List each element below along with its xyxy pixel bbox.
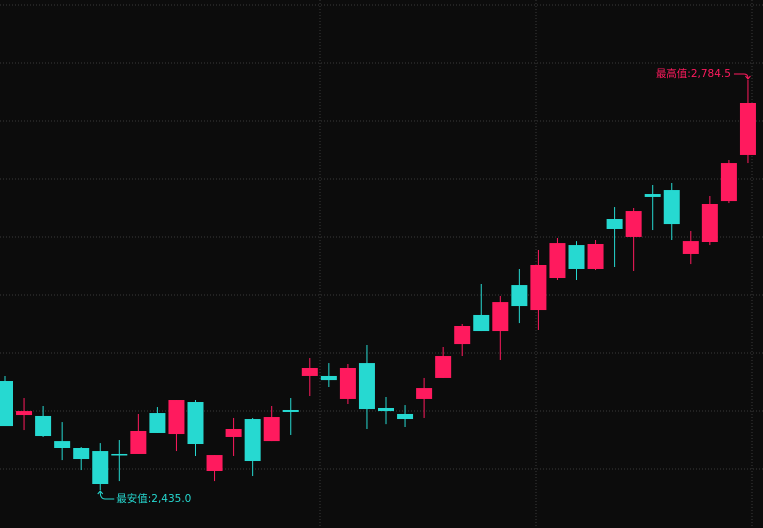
max-arrow xyxy=(733,73,749,79)
candle-body xyxy=(54,441,71,448)
candle-body xyxy=(0,381,13,427)
candle-body xyxy=(225,428,242,437)
candle-body xyxy=(625,211,642,237)
candle-body xyxy=(530,264,547,311)
candle-body xyxy=(339,367,356,399)
candle-body xyxy=(168,400,185,435)
candle-body xyxy=(206,455,223,471)
candle-body xyxy=(701,203,718,243)
candle-body xyxy=(282,409,299,412)
candle-body xyxy=(187,402,204,445)
max-label: 最高值:2,784.5 xyxy=(656,67,731,80)
candle-body xyxy=(435,356,452,378)
max-arrow-head xyxy=(745,75,751,80)
candle-body xyxy=(92,451,109,485)
candle-body xyxy=(35,415,52,437)
candle-body xyxy=(663,190,680,225)
candle-body xyxy=(320,375,337,381)
candle-body xyxy=(568,245,585,269)
candle-body xyxy=(606,219,623,229)
candle-body xyxy=(492,302,509,332)
candle-body xyxy=(473,314,490,332)
candle-body xyxy=(301,367,318,376)
candle-body xyxy=(511,285,528,307)
min-label: 最安值:2,435.0 xyxy=(116,492,191,505)
candle-body xyxy=(720,163,737,202)
candle-body xyxy=(682,241,699,254)
candle-body xyxy=(130,430,147,454)
candle-body xyxy=(263,417,280,442)
candle-body xyxy=(644,194,661,197)
candle-body xyxy=(378,407,394,412)
candle-body xyxy=(149,413,166,433)
candle-body xyxy=(587,243,604,269)
min-arrow-head xyxy=(97,490,104,495)
min-arrow xyxy=(99,491,115,500)
candle-body xyxy=(739,102,756,155)
candle-body xyxy=(358,363,375,410)
candle-body xyxy=(549,243,566,279)
candle-body xyxy=(73,447,90,460)
candle-body xyxy=(454,325,471,345)
candle-body xyxy=(397,413,414,420)
candle-body xyxy=(111,453,128,456)
candle-body xyxy=(244,419,261,462)
candle-body xyxy=(416,388,433,399)
candle-body xyxy=(16,411,33,416)
